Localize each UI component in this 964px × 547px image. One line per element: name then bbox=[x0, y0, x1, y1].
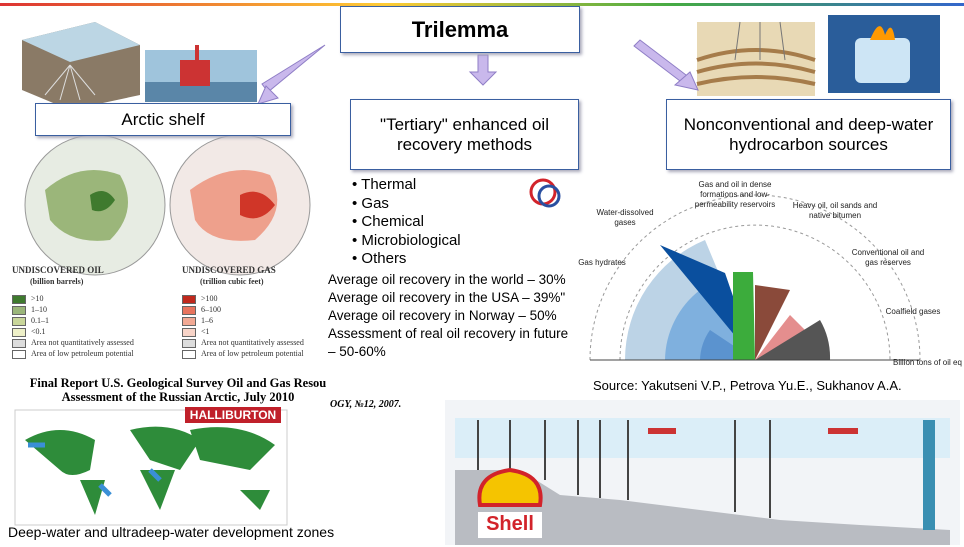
polar-label: Gas hydrates bbox=[572, 258, 632, 268]
method-item: • Microbiological bbox=[352, 232, 461, 251]
legend-item: 1–6 bbox=[182, 315, 304, 326]
method-text: Chemical bbox=[361, 213, 424, 230]
legend-item: >100 bbox=[182, 293, 304, 304]
legend-item: >10 bbox=[12, 293, 134, 304]
legend-item: <0.1 bbox=[12, 326, 134, 337]
method-text: Microbiological bbox=[361, 232, 460, 249]
journal: OGY, №12, 2007. bbox=[330, 399, 401, 410]
nonconventional-box: Nonconventional and deep-water hydrocarb… bbox=[666, 99, 951, 170]
legend-item: Area not quantitatively assessed bbox=[12, 337, 134, 348]
polar-label: Coalfield gases bbox=[878, 307, 948, 317]
legend-item: <1 bbox=[182, 326, 304, 337]
recovery-item: Average oil recovery in the USA – 39%" bbox=[328, 289, 578, 307]
legend-swatch bbox=[12, 339, 26, 348]
method-item: • Chemical bbox=[352, 213, 461, 232]
map-unit: (billion barrels) bbox=[12, 276, 134, 287]
recovery-item: Average oil recovery in the world – 30% bbox=[328, 271, 578, 289]
legend-swatch bbox=[182, 350, 196, 359]
method-text: Thermal bbox=[361, 176, 416, 193]
polar-unit: Billion tons of oil eq bbox=[893, 358, 962, 368]
legend-item: Area of low petroleum potential bbox=[12, 348, 134, 359]
method-text: Gas bbox=[361, 195, 389, 212]
legend-swatch bbox=[182, 306, 196, 315]
legend-text: 0.1–1 bbox=[31, 316, 49, 325]
polar-label: Water-dissolved gases bbox=[590, 208, 660, 228]
report-line: Assessment of the Russian Arctic, July 2… bbox=[18, 390, 338, 404]
legend-text: <1 bbox=[201, 327, 210, 336]
legend-text: 1–6 bbox=[201, 316, 213, 325]
map-title: UNDISCOVERED GAS bbox=[182, 265, 304, 276]
polar-label: Conventional oil and gas reserves bbox=[848, 248, 928, 268]
legend-swatch bbox=[12, 295, 26, 304]
legend-swatch bbox=[12, 350, 26, 359]
legend-swatch bbox=[12, 317, 26, 326]
legend-text: Area of low petroleum potential bbox=[201, 349, 304, 358]
report: Final Report U.S. Geological Survey Oil … bbox=[18, 376, 338, 404]
shell-logo: Shell bbox=[478, 513, 542, 536]
legend-swatch bbox=[182, 317, 196, 326]
legend-item: 1–10 bbox=[12, 304, 134, 315]
halliburton-logo: HALLIBURTON bbox=[185, 407, 281, 423]
source: Source: Yakutseni V.P., Petrova Yu.E., S… bbox=[593, 378, 902, 393]
legend-text: >100 bbox=[201, 294, 218, 303]
recovery-item: Average oil recovery in Norway – 50% bbox=[328, 307, 578, 325]
polar-label: Heavy oil, oil sands and native bitumen bbox=[790, 201, 880, 221]
methods-list: • Thermal• Gas• Chemical• Microbiologica… bbox=[352, 176, 461, 269]
legend-swatch bbox=[182, 295, 196, 304]
gas-legend: UNDISCOVERED GAS(trillion cubic feet) >10… bbox=[182, 265, 304, 359]
legend-swatch bbox=[182, 339, 196, 348]
recovery-item: Assessment of real oil recovery in futur… bbox=[328, 325, 578, 361]
legend-text: 6–100 bbox=[201, 305, 221, 314]
method-item: • Gas bbox=[352, 195, 461, 214]
legend-swatch bbox=[12, 328, 26, 337]
arctic-box: Arctic shelf bbox=[35, 103, 291, 136]
legend-text: >10 bbox=[31, 294, 44, 303]
legend-swatch bbox=[182, 328, 196, 337]
oil-legend: UNDISCOVERED OIL(billion barrels) >10 1–10… bbox=[12, 265, 134, 359]
legend-item: Area not quantitatively assessed bbox=[182, 337, 304, 348]
legend-item: Area of low petroleum potential bbox=[182, 348, 304, 359]
map-title: UNDISCOVERED OIL bbox=[12, 265, 134, 276]
legend-text: Area not quantitatively assessed bbox=[201, 338, 304, 347]
legend-text: <0.1 bbox=[31, 327, 46, 336]
legend-swatch bbox=[12, 306, 26, 315]
legend-text: 1–10 bbox=[31, 305, 47, 314]
method-item: • Others bbox=[352, 250, 461, 269]
title: Trilemma bbox=[340, 6, 580, 53]
tertiary-box: "Tertiary" enhanced oil recovery methods bbox=[350, 99, 579, 170]
polar-label: Gas and oil in dense formations and low-… bbox=[680, 180, 790, 210]
method-item: • Thermal bbox=[352, 176, 461, 195]
report-line: Final Report U.S. Geological Survey Oil … bbox=[18, 376, 338, 390]
method-text: Others bbox=[361, 250, 406, 267]
map-unit: (trillion cubic feet) bbox=[182, 276, 304, 287]
legend-item: 6–100 bbox=[182, 304, 304, 315]
world-caption: Deep-water and ultradeep-water developme… bbox=[8, 524, 334, 540]
slide: Trilemma Arctic shelf "Tertiary" enhance… bbox=[0, 0, 964, 547]
recovery-list: Average oil recovery in the world – 30%A… bbox=[328, 271, 578, 361]
legend-text: Area of low petroleum potential bbox=[31, 349, 134, 358]
legend-item: 0.1–1 bbox=[12, 315, 134, 326]
legend-text: Area not quantitatively assessed bbox=[31, 338, 134, 347]
